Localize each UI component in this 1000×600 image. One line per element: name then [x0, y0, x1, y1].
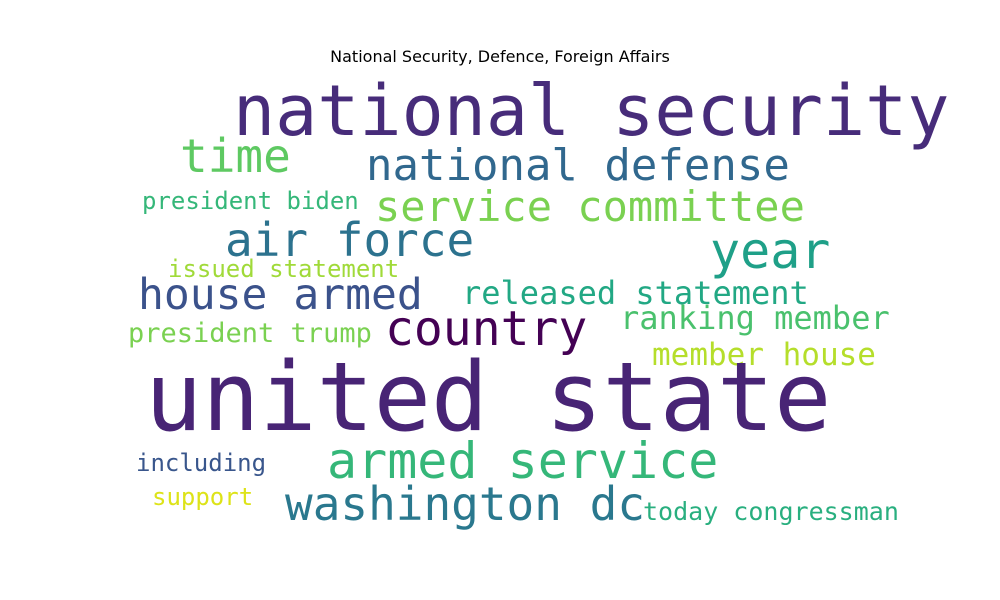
word-national-security: national security — [233, 70, 949, 152]
word-issued-statement: issued statement — [168, 255, 399, 283]
word-washington-dc: washington dc — [285, 477, 645, 531]
word-member-house: member house — [652, 337, 876, 373]
word-year: year — [710, 222, 830, 280]
word-united-state: united state — [145, 343, 831, 453]
word-service-committee: service committee — [375, 182, 805, 231]
word-armed-service: armed service — [327, 432, 718, 490]
chart-title: National Security, Defence, Foreign Affa… — [330, 47, 670, 66]
word-released-statement: released statement — [462, 274, 809, 312]
word-president-trump: president trump — [128, 318, 372, 349]
word-ranking-member: ranking member — [620, 299, 890, 337]
word-president-biden: president biden — [142, 187, 359, 215]
word-support: support — [152, 483, 253, 511]
word-time: time — [180, 129, 291, 183]
word-house-armed: house armed — [138, 270, 423, 320]
word-today-congressman: today congressman — [643, 497, 899, 526]
word-air-force: air force — [225, 213, 474, 267]
word-national-defense: national defense — [366, 140, 790, 191]
word-including: including — [136, 449, 266, 477]
word-country: country — [385, 301, 587, 357]
